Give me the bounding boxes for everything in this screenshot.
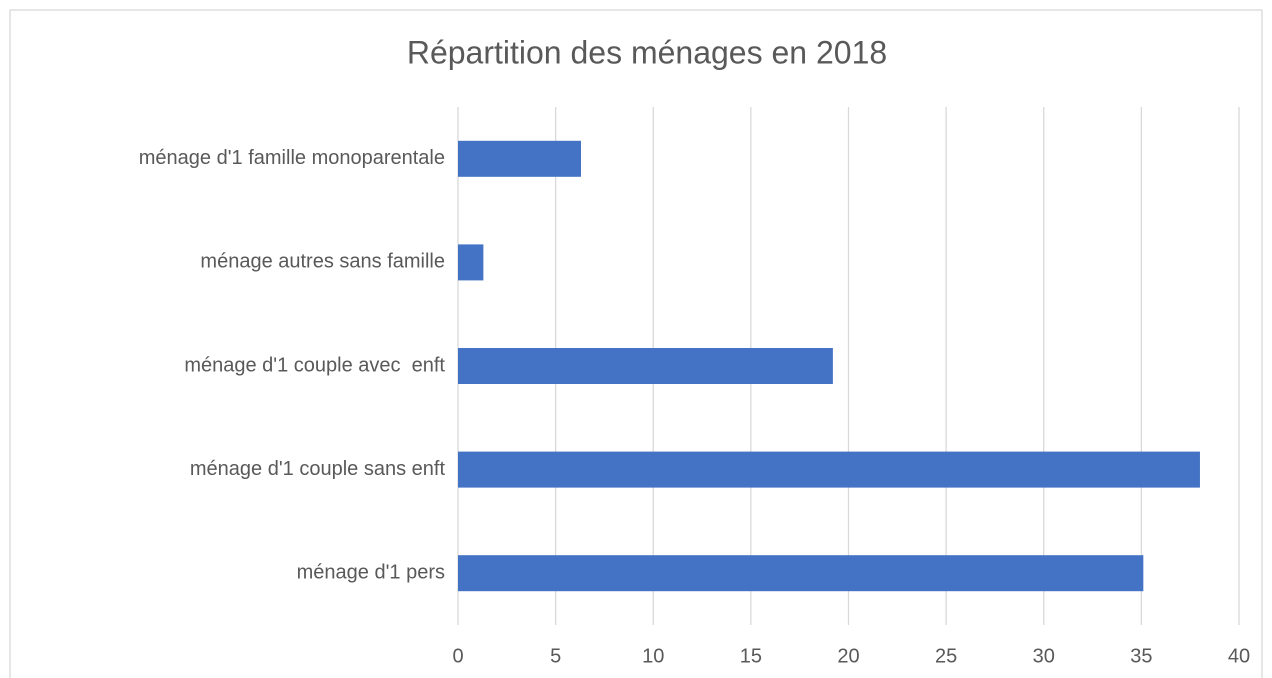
bar bbox=[458, 451, 1200, 488]
chart-title: Répartition des ménages en 2018 bbox=[407, 34, 887, 70]
y-tick-label: ménage autres sans famille bbox=[200, 251, 445, 273]
bar bbox=[458, 555, 1144, 592]
x-tick-label: 5 bbox=[550, 645, 561, 667]
y-tick-label: ménage d'1 pers bbox=[297, 561, 445, 583]
y-tick-label: ménage d'1 couple sans enft bbox=[190, 458, 446, 480]
y-tick-label: ménage d'1 famille monoparentale bbox=[139, 147, 445, 169]
bar bbox=[458, 244, 484, 281]
x-tick-label: 0 bbox=[452, 645, 463, 667]
x-tick-label: 15 bbox=[740, 645, 762, 667]
bar bbox=[458, 140, 582, 177]
bar bbox=[458, 348, 833, 384]
y-tick-label: ménage d'1 couple avec enft bbox=[184, 354, 445, 376]
x-tick-label: 25 bbox=[935, 645, 957, 667]
x-tick-label: 35 bbox=[1130, 645, 1152, 667]
x-tick-label: 20 bbox=[837, 645, 859, 667]
x-tick-label: 30 bbox=[1033, 645, 1055, 667]
x-tick-label: 40 bbox=[1228, 645, 1250, 667]
x-tick-label: 10 bbox=[642, 645, 664, 667]
